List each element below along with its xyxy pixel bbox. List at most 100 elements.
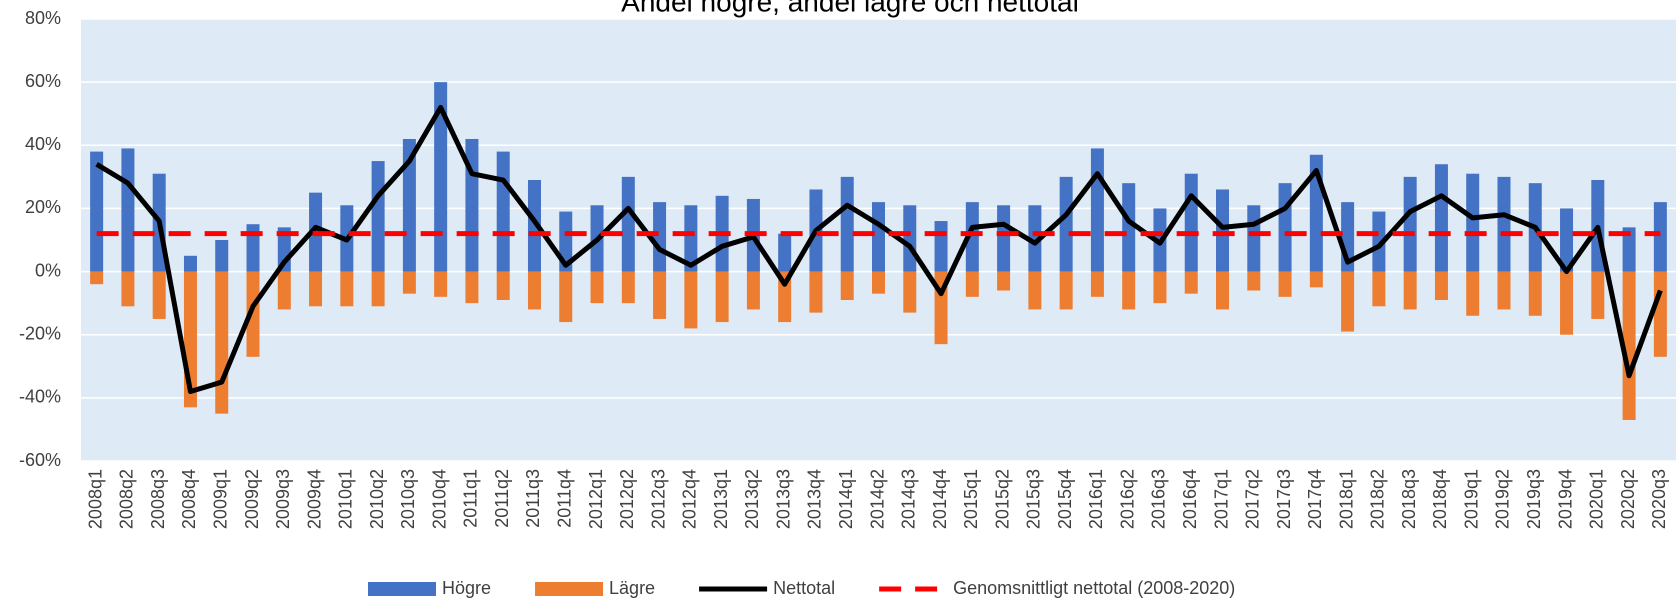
bar (496, 271, 510, 300)
bar (1434, 164, 1448, 272)
bar (371, 271, 385, 307)
bar (402, 138, 416, 272)
bar (1216, 271, 1230, 310)
bar (1466, 271, 1480, 316)
bar (402, 271, 416, 294)
x-tick-label: 2011q3 (523, 469, 543, 528)
x-tick-label: 2016q4 (1180, 469, 1200, 529)
y-tick-label: 40% (25, 134, 61, 154)
x-tick-label: 2009q1 (210, 469, 230, 529)
bar (1278, 183, 1292, 272)
bar (903, 271, 917, 313)
bar (183, 255, 197, 272)
x-tick-label: 2010q1 (336, 469, 356, 529)
bar (965, 271, 979, 297)
bar (465, 271, 479, 304)
bar (840, 271, 854, 300)
x-tick-label: 2017q2 (1243, 469, 1263, 529)
x-tick-label: 2016q1 (1086, 469, 1106, 529)
bar (1653, 271, 1667, 357)
x-tick-label: 2012q1 (586, 469, 606, 529)
x-tick-label: 2017q3 (1274, 469, 1294, 529)
x-tick-label: 2012q3 (648, 469, 668, 529)
bar (1059, 271, 1073, 310)
bar (653, 271, 667, 319)
legend-label: Högre (442, 578, 491, 598)
bar (621, 271, 635, 304)
bar (1090, 271, 1104, 297)
bar (715, 271, 729, 323)
bar (1622, 271, 1636, 420)
x-tick-label: 2018q2 (1368, 469, 1388, 529)
legend-swatch (368, 582, 436, 596)
bar (590, 271, 604, 304)
bar (152, 271, 166, 319)
bar (1122, 271, 1136, 310)
bar (527, 180, 541, 272)
y-tick-label: 80% (25, 8, 61, 28)
bar (121, 271, 135, 307)
x-tick-label: 2009q2 (242, 469, 262, 529)
chart-title: Andel högre, andel lägre och nettotal (621, 0, 1079, 17)
x-tick-label: 2008q1 (85, 469, 105, 529)
bar (1560, 271, 1574, 335)
bar (809, 271, 823, 313)
y-tick-label: 60% (25, 71, 61, 91)
bar (1184, 173, 1198, 272)
bar (1247, 205, 1261, 272)
x-tick-label: 2019q3 (1524, 469, 1544, 529)
bar (1122, 183, 1136, 272)
bar (277, 271, 291, 310)
bar (746, 271, 760, 310)
legend-label: Lägre (609, 578, 655, 598)
bar (684, 271, 698, 329)
y-tick-label: 0% (35, 260, 61, 280)
bar (1372, 271, 1386, 307)
legend-label: Nettotal (773, 578, 835, 598)
x-tick-label: 2015q3 (1024, 469, 1044, 529)
x-tick-label: 2011q1 (461, 469, 481, 528)
x-tick-label: 2011q4 (555, 469, 575, 528)
y-tick-label: -40% (19, 387, 61, 407)
bar (1216, 189, 1230, 272)
bar (496, 151, 510, 272)
x-tick-label: 2014q3 (899, 469, 919, 529)
x-tick-label: 2010q2 (367, 469, 387, 529)
x-tick-label: 2019q2 (1493, 469, 1513, 529)
x-tick-label: 2014q2 (867, 469, 887, 529)
bar (1528, 271, 1542, 316)
x-tick-label: 2015q4 (1055, 469, 1075, 529)
bar (121, 148, 135, 272)
bar (1028, 205, 1042, 272)
legend-label: Genomsnittligt nettotal (2008-2020) (953, 578, 1235, 598)
bar (778, 233, 792, 272)
bar (621, 176, 635, 272)
x-tick-label: 2014q4 (930, 469, 950, 529)
bar (1403, 176, 1417, 272)
bar (1591, 271, 1605, 319)
bar (309, 271, 323, 307)
x-tick-label: 2010q4 (429, 469, 449, 529)
legend-swatch (535, 582, 604, 596)
x-tick-label: 2010q3 (398, 469, 418, 529)
bar (1497, 176, 1511, 272)
x-tick-label: 2008q2 (117, 469, 137, 529)
bar (1653, 202, 1667, 272)
x-tick-label: 2008q3 (148, 469, 168, 529)
x-tick-label: 2018q3 (1399, 469, 1419, 529)
x-tick-label: 2015q1 (961, 469, 981, 529)
bar (371, 161, 385, 272)
bar (1403, 271, 1417, 310)
x-tick-label: 2009q3 (273, 469, 293, 529)
bar (246, 271, 260, 357)
bar (1434, 271, 1448, 300)
x-tick-label: 2013q4 (805, 469, 825, 529)
bar (1497, 271, 1511, 310)
bar (1560, 208, 1574, 272)
bar (215, 240, 229, 272)
bar (1372, 211, 1386, 272)
x-tick-label: 2019q4 (1555, 469, 1575, 529)
x-tick-label: 2020q1 (1587, 469, 1607, 529)
x-tick-label: 2015q2 (992, 469, 1012, 529)
